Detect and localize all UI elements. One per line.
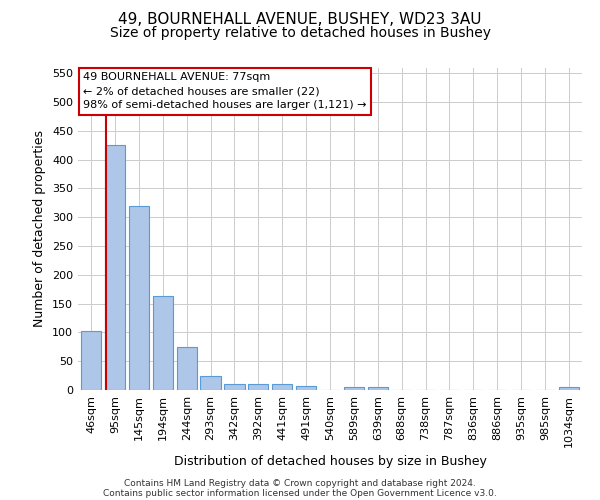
Bar	[129, 206, 149, 390]
Bar	[200, 376, 221, 390]
Bar	[176, 347, 197, 390]
Bar	[81, 332, 101, 390]
Text: Contains public sector information licensed under the Open Government Licence v3: Contains public sector information licen…	[103, 488, 497, 498]
Bar	[272, 384, 292, 390]
Bar	[296, 386, 316, 390]
Y-axis label: Number of detached properties: Number of detached properties	[34, 130, 46, 327]
Bar	[105, 145, 125, 390]
Bar	[248, 384, 268, 390]
X-axis label: Distribution of detached houses by size in Bushey: Distribution of detached houses by size …	[173, 455, 487, 468]
Bar	[224, 384, 245, 390]
Bar	[559, 387, 579, 390]
Bar	[368, 387, 388, 390]
Bar	[344, 387, 364, 390]
Text: 49, BOURNEHALL AVENUE, BUSHEY, WD23 3AU: 49, BOURNEHALL AVENUE, BUSHEY, WD23 3AU	[118, 12, 482, 28]
Text: 49 BOURNEHALL AVENUE: 77sqm
← 2% of detached houses are smaller (22)
98% of semi: 49 BOURNEHALL AVENUE: 77sqm ← 2% of deta…	[83, 72, 367, 110]
Bar	[152, 296, 173, 390]
Text: Size of property relative to detached houses in Bushey: Size of property relative to detached ho…	[110, 26, 491, 40]
Text: Contains HM Land Registry data © Crown copyright and database right 2024.: Contains HM Land Registry data © Crown c…	[124, 478, 476, 488]
